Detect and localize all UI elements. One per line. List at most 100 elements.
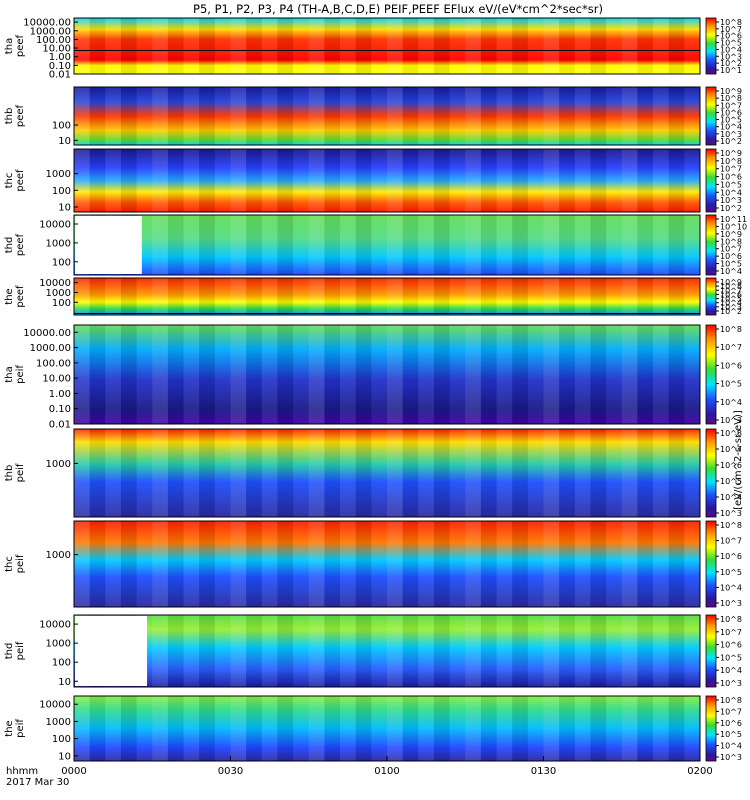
colorbar-tick-label: 10^4 bbox=[720, 299, 742, 308]
time-bin bbox=[214, 149, 231, 212]
colorbar-tick-label: 10^2 bbox=[720, 59, 742, 68]
colorbar-tick-label: 10^9 bbox=[720, 87, 742, 96]
time-bin bbox=[387, 325, 403, 424]
colorbar-thd-peef bbox=[705, 214, 717, 276]
colorbar-tick-label: 10^3 bbox=[720, 679, 742, 688]
time-bin bbox=[74, 18, 90, 74]
colorbar-tick-label: 10^3 bbox=[720, 599, 742, 608]
time-bin bbox=[136, 696, 153, 761]
time-bin bbox=[449, 615, 466, 687]
time-bin bbox=[574, 429, 591, 517]
time-bin bbox=[167, 149, 184, 212]
panel-label-probe: the bbox=[4, 288, 15, 304]
time-bin bbox=[214, 325, 231, 424]
time-bin bbox=[527, 521, 544, 607]
time-bin bbox=[606, 429, 622, 517]
time-bin bbox=[120, 87, 137, 145]
time-bin bbox=[214, 521, 231, 607]
time-bin bbox=[246, 696, 262, 761]
time-bin bbox=[653, 87, 669, 145]
colorbar-tick-label: 10^4 bbox=[720, 666, 742, 675]
y-tick-label: 10000 bbox=[39, 700, 71, 711]
colorbar-tick-label: 10^7 bbox=[720, 707, 742, 716]
colorbar-tick-label: 10^4 bbox=[720, 742, 742, 751]
time-bin bbox=[105, 429, 121, 517]
time-bin bbox=[449, 696, 466, 761]
y-tick-label: 1.00 bbox=[49, 389, 71, 400]
panel-label-product: peef bbox=[15, 104, 26, 127]
y-tick-label: 10000.00 bbox=[23, 328, 71, 339]
time-bin bbox=[668, 325, 685, 424]
time-bin bbox=[199, 615, 215, 687]
time-bin bbox=[355, 696, 372, 761]
time-bin bbox=[120, 278, 137, 315]
time-bin bbox=[496, 215, 513, 275]
time-bin bbox=[308, 429, 325, 517]
time-bin bbox=[308, 521, 325, 607]
time-bin bbox=[214, 429, 231, 517]
time-bin bbox=[293, 278, 309, 315]
time-bin bbox=[183, 18, 200, 74]
time-bin bbox=[277, 149, 294, 212]
panel-label-probe: the bbox=[4, 720, 15, 736]
y-tick-label: 100 bbox=[52, 734, 71, 745]
time-bin bbox=[246, 87, 262, 145]
time-bin bbox=[152, 87, 168, 145]
time-bin bbox=[214, 87, 231, 145]
time-bin bbox=[340, 429, 356, 517]
time-bin bbox=[543, 521, 560, 607]
time-bin bbox=[183, 325, 200, 424]
time-bin bbox=[559, 521, 575, 607]
time-bin bbox=[277, 278, 294, 315]
y-tick-label: 0.10 bbox=[49, 404, 71, 415]
time-bin bbox=[512, 325, 528, 424]
x-tick-label: 0130 bbox=[531, 766, 556, 777]
colorbar-tha-peef bbox=[705, 17, 717, 75]
y-tick-label: 100 bbox=[52, 257, 71, 268]
time-bin bbox=[496, 429, 513, 517]
time-bin bbox=[496, 615, 513, 687]
time-bin bbox=[590, 149, 607, 212]
time-bin bbox=[433, 325, 450, 424]
time-bin bbox=[668, 215, 685, 275]
time-bin bbox=[105, 149, 121, 212]
time-bin bbox=[371, 521, 387, 607]
panel-thb-peif: 1000 thb peif 10^8 10^7 10^6 10^5 10^4 10^3 bbox=[4, 428, 742, 518]
time-bin bbox=[371, 615, 387, 687]
time-bin bbox=[371, 278, 387, 315]
panel-label-product: peef bbox=[15, 34, 26, 57]
time-bin bbox=[293, 615, 309, 687]
time-bin bbox=[340, 215, 356, 275]
panel-label-product: peef bbox=[15, 285, 26, 308]
time-bin bbox=[277, 429, 294, 517]
time-bin bbox=[120, 696, 137, 761]
time-bin bbox=[480, 521, 497, 607]
time-bin bbox=[89, 696, 106, 761]
y-tick-label: 10.00 bbox=[42, 374, 71, 385]
time-bin bbox=[637, 615, 654, 687]
panel-frame bbox=[73, 520, 701, 608]
time-bin bbox=[340, 87, 356, 145]
panel-label-probe: thd bbox=[4, 643, 15, 660]
spectrogram-tha-peef bbox=[74, 18, 700, 74]
colorbar-tick-label: 10^8 bbox=[720, 282, 742, 291]
time-bin bbox=[371, 325, 387, 424]
time-bin bbox=[621, 325, 638, 424]
colorbar-tick-label: 10^5 bbox=[720, 568, 742, 577]
time-bin bbox=[543, 215, 560, 275]
time-bin bbox=[214, 18, 231, 74]
time-bin bbox=[653, 696, 669, 761]
time-bin bbox=[512, 149, 528, 212]
colorbar-tick-label: 10^3 bbox=[720, 509, 742, 518]
time-bin bbox=[574, 325, 591, 424]
colorbar-tick-label: 10^6 bbox=[720, 252, 742, 261]
panel-label-probe: thd bbox=[4, 237, 15, 254]
time-bin bbox=[355, 615, 372, 687]
time-bin bbox=[246, 149, 262, 212]
time-bin bbox=[574, 215, 591, 275]
colorbar-thc-peef bbox=[705, 148, 717, 213]
y-tick-label: 100 bbox=[52, 658, 71, 669]
time-bin bbox=[496, 87, 513, 145]
time-bin bbox=[246, 429, 262, 517]
x-axis-label-date: 2017 Mar 30 bbox=[6, 777, 69, 788]
